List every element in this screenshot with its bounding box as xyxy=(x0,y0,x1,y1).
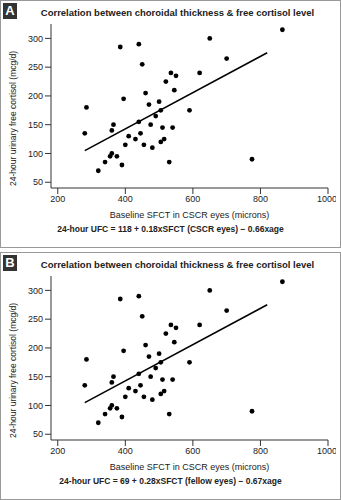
svg-text:24-hour urinary free cortisol: 24-hour urinary free cortisol (mcg/d) xyxy=(8,51,18,186)
svg-text:Baseline SFCT in CSCR eyes (mi: Baseline SFCT in CSCR eyes (microns) xyxy=(110,210,269,220)
svg-text:Baseline SFCT in CSCR eyes (mi: Baseline SFCT in CSCR eyes (microns) xyxy=(110,462,269,472)
svg-text:100: 100 xyxy=(28,149,43,159)
svg-text:100: 100 xyxy=(28,401,43,411)
html-text:A: A xyxy=(5,3,15,18)
svg-text:50: 50 xyxy=(33,429,43,439)
svg-text:600: 600 xyxy=(185,446,200,456)
svg-text:800: 800 xyxy=(253,446,268,456)
svg-text:400: 400 xyxy=(118,194,133,204)
svg-text:24-hour urinary free cortisol: 24-hour urinary free cortisol (mcg/d) xyxy=(8,303,18,438)
svg-text:800: 800 xyxy=(253,194,268,204)
svg-text:250: 250 xyxy=(28,62,43,72)
svg-text:200: 200 xyxy=(50,194,65,204)
svg-text:1000: 1000 xyxy=(317,446,333,456)
svg-text:300: 300 xyxy=(28,286,43,296)
html-text:Correlation between choroidal: Correlation between choroidal thickness … xyxy=(40,7,315,18)
svg-text:250: 250 xyxy=(28,314,43,324)
html-text:Correlation between choroidal: Correlation between choroidal thickness … xyxy=(40,259,315,270)
html-text:B: B xyxy=(5,255,15,270)
svg-text:200: 200 xyxy=(50,446,65,456)
svg-text:400: 400 xyxy=(118,446,133,456)
svg-text:150: 150 xyxy=(28,120,43,130)
svg-text:300: 300 xyxy=(28,34,43,44)
svg-text:200: 200 xyxy=(28,343,43,353)
svg-text:1000: 1000 xyxy=(317,194,333,204)
html-text:24-hour UFC = 118 + 0.18xSFCT: 24-hour UFC = 118 + 0.18xSFCT (CSCR eyes… xyxy=(57,224,284,234)
html-text:24-hour UFC = 69 + 0.28xSFCT (: 24-hour UFC = 69 + 0.28xSFCT (fellow eye… xyxy=(59,476,282,486)
svg-text:150: 150 xyxy=(28,372,43,382)
svg-text:50: 50 xyxy=(33,177,43,187)
svg-text:200: 200 xyxy=(28,91,43,101)
svg-text:600: 600 xyxy=(185,194,200,204)
